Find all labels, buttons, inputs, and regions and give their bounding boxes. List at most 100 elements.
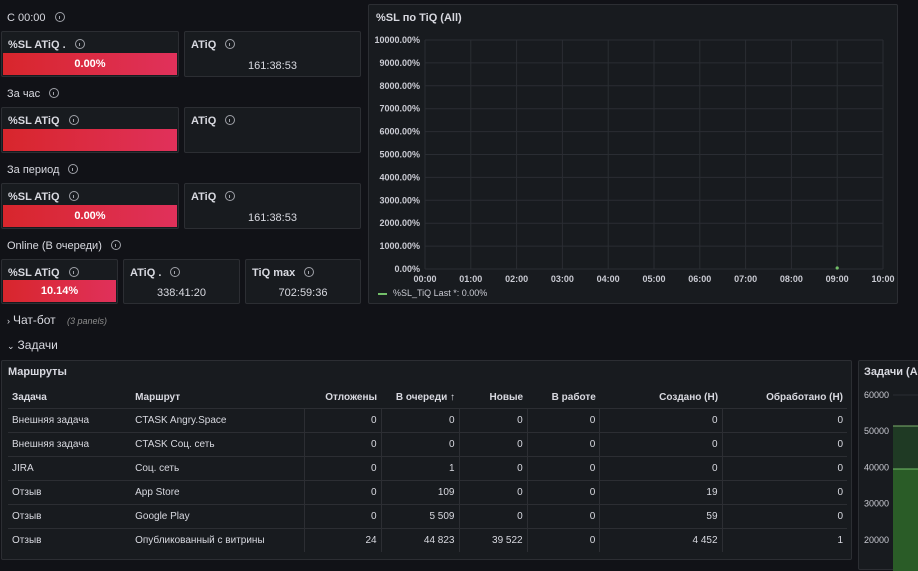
info-icon[interactable]: [170, 267, 181, 277]
sl-value-bar: 0.00%: [3, 205, 177, 227]
table-cell: 0: [304, 408, 382, 433]
table-cell: 0: [526, 480, 600, 505]
period-label: За период: [7, 163, 79, 176]
table-cell: 0: [721, 456, 847, 481]
chart-title: %SL по TiQ (All): [376, 12, 462, 24]
x-tick-label: 04:00: [597, 274, 620, 284]
info-icon[interactable]: [74, 39, 85, 49]
table-row: Отзыв Опубликованный с витрины 24 44 823 39 …: [8, 528, 847, 552]
table-cell: 19: [599, 480, 723, 505]
table-cell: Внешняя задача: [8, 408, 132, 433]
row-title: Задачи: [17, 338, 58, 352]
x-tick-label: 02:00: [505, 274, 528, 284]
table-cell: JIRA: [8, 456, 132, 481]
column-header[interactable]: Обработано (Н): [766, 391, 843, 403]
x-tick-label: 08:00: [780, 274, 803, 284]
area-band-upper: [893, 426, 918, 571]
chevron-down-icon: ⌄: [7, 341, 15, 351]
sl-value-bar: 10.14%: [3, 280, 116, 302]
table-cell: 0: [380, 408, 459, 433]
row-panel-count: (3 panels): [67, 316, 108, 326]
column-header[interactable]: Новые: [489, 391, 524, 403]
period-sl-panel: %SL ATiQ 0.00%: [1, 183, 179, 229]
table-cell: 0: [304, 504, 382, 529]
table-cell: 0: [458, 456, 528, 481]
area-band-lower: [893, 469, 918, 571]
table-row: JIRA Соц. сеть 0 1 0 0 0 0: [8, 456, 847, 481]
y-tick-label: 6000.00%: [379, 127, 420, 137]
table-cell: 0: [304, 480, 382, 505]
panel-title: ATiQ: [191, 38, 236, 51]
info-icon[interactable]: [304, 267, 315, 277]
info-icon[interactable]: [68, 164, 79, 174]
column-header[interactable]: В очереди ↑: [395, 391, 455, 403]
table-cell: 0: [721, 504, 847, 529]
panel-title: %SL ATiQ: [8, 114, 79, 127]
info-icon[interactable]: [68, 115, 79, 125]
table-cell: Отзыв: [8, 528, 132, 552]
chart-legend[interactable]: %SL_TiQ Last *: 0.00%: [378, 288, 487, 298]
panel-title: %SL ATiQ .: [8, 38, 85, 51]
column-header[interactable]: Создано (Н): [659, 391, 719, 403]
table-cell: CTASK Соц. сеть: [131, 432, 305, 457]
data-point: [835, 266, 839, 270]
table-cell: 0: [526, 528, 600, 552]
y-tick-label: 60000: [864, 390, 889, 400]
table-cell: 0: [599, 432, 723, 457]
table-cell: 0: [458, 504, 528, 529]
info-icon[interactable]: [49, 88, 60, 98]
info-icon[interactable]: [225, 191, 236, 201]
info-icon[interactable]: [54, 12, 65, 22]
chatbot-row[interactable]: › Чат-бот (3 panels): [7, 313, 107, 327]
column-header[interactable]: Отложены: [325, 391, 378, 403]
info-icon[interactable]: [68, 191, 79, 201]
tasks-chart-panel: Задачи (All) 60000 50000 40000 30000 20000: [858, 360, 918, 571]
table-cell: 0: [526, 408, 600, 433]
table-cell: 0: [380, 432, 459, 457]
row-title: Чат-бот: [13, 313, 56, 327]
table-cell: 1: [721, 528, 847, 552]
column-header[interactable]: В работе: [551, 391, 596, 403]
table-cell: 0: [526, 432, 600, 457]
sl-chart-panel: %SL по TiQ (All) 10000.00% 9000.00% 8000.0…: [368, 4, 898, 304]
y-tick-label: 9000.00%: [379, 58, 420, 68]
x-tick-label: 09:00: [826, 274, 849, 284]
y-tick-label: 20000: [864, 535, 889, 545]
info-icon[interactable]: [68, 267, 79, 277]
column-header[interactable]: Маршрут: [135, 391, 181, 403]
table-cell: 0: [304, 432, 382, 457]
table-cell: App Store: [131, 480, 305, 505]
info-icon[interactable]: [110, 240, 121, 250]
online-atiq-panel: ATiQ . 338:41:20: [123, 259, 240, 304]
table-cell: Отзыв: [8, 504, 132, 529]
table-cell: CTASK Angry.Space: [131, 408, 305, 433]
info-icon[interactable]: [225, 39, 236, 49]
period-atiq-panel: ATiQ 161:38:53: [184, 183, 361, 229]
x-tick-label: 06:00: [688, 274, 711, 284]
tasks-row[interactable]: ⌄ Задачи: [7, 338, 58, 352]
since-atiq-panel: ATiQ 161:38:53: [184, 31, 361, 77]
table-cell: 39 522: [458, 528, 528, 552]
online-tiqmax-panel: TiQ max 702:59:36: [245, 259, 361, 304]
y-tick-label: 4000.00%: [379, 172, 420, 182]
table-cell: 0: [458, 432, 528, 457]
online-label: Online (В очереди): [7, 239, 121, 252]
table-cell: 109: [380, 480, 459, 505]
tiqmax-value: 702:59:36: [278, 287, 328, 299]
sl-value-bar: 0.00%: [3, 53, 177, 75]
y-tick-label: 3000.00%: [379, 195, 420, 205]
hour-sl-panel: %SL ATiQ: [1, 107, 179, 153]
table-cell: 0: [526, 504, 600, 529]
y-tick-label: 7000.00%: [379, 104, 420, 114]
panel-title: ATiQ: [191, 114, 236, 127]
atiq-value: 338:41:20: [157, 287, 206, 299]
column-header[interactable]: Задача: [12, 391, 47, 403]
panel-title: ATiQ .: [130, 266, 181, 279]
online-sl-panel: %SL ATiQ 10.14%: [1, 259, 118, 304]
table-cell: 0: [458, 408, 528, 433]
y-tick-label: 0.00%: [394, 264, 420, 274]
table-cell: Google Play: [131, 504, 305, 529]
info-icon[interactable]: [225, 115, 236, 125]
x-tick-label: 00:00: [413, 274, 436, 284]
since-sl-panel: %SL ATiQ . 0.00%: [1, 31, 179, 77]
